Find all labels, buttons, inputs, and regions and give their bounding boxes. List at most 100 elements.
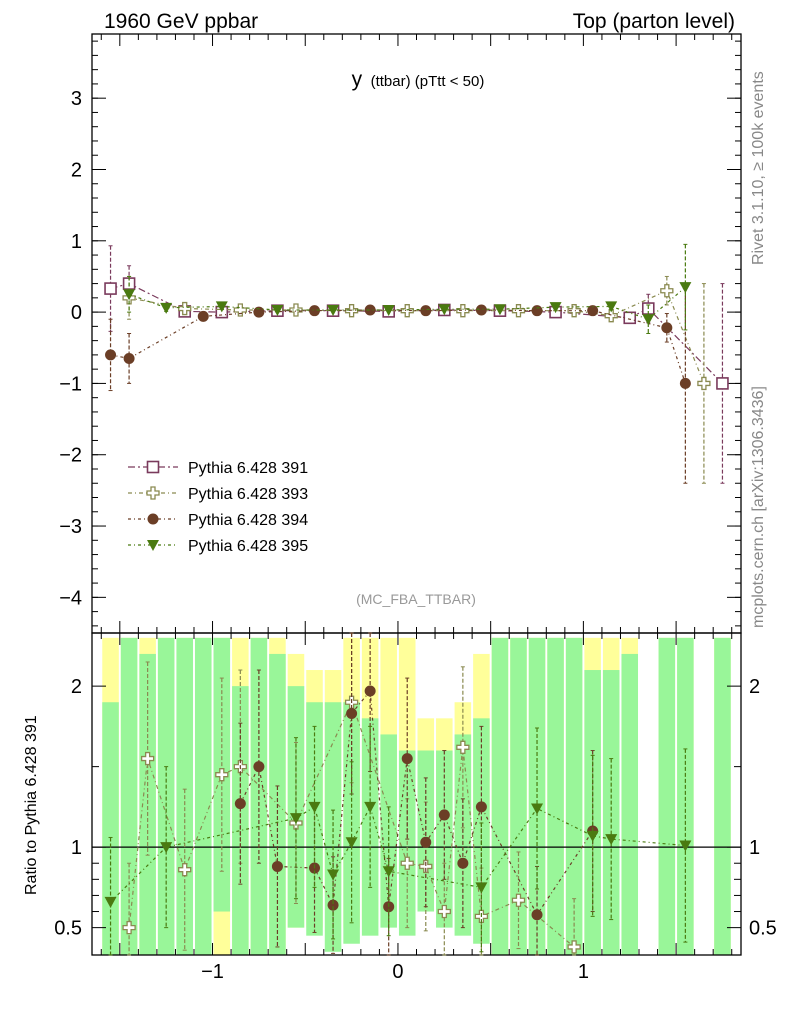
data-point-cross	[437, 904, 451, 919]
data-point-circle	[679, 377, 691, 389]
x-tick-label: −1	[201, 961, 224, 983]
data-point-circle	[346, 708, 358, 719]
data-point-cross	[511, 304, 526, 318]
data-point-cross	[419, 859, 433, 874]
y-tick-label: 0	[71, 302, 82, 324]
data-point-cross	[567, 940, 581, 954]
main-plot-frame: 3 2 1 0 −1 −2 −3 −4	[59, 33, 742, 634]
data-point-square	[104, 282, 117, 295]
data-point-cross	[146, 486, 160, 500]
data-point-triangle	[160, 842, 173, 854]
data-point-circle	[327, 899, 339, 911]
data-point-circle	[364, 685, 376, 697]
data-point-circle	[438, 809, 450, 821]
data-point-cross	[697, 376, 711, 391]
data-point-circle	[531, 305, 543, 317]
y-tick-label-right: 2	[749, 676, 760, 698]
band-green	[565, 637, 583, 955]
data-point-triangle	[642, 314, 655, 326]
legend-label: Pythia 6.428 395	[188, 538, 308, 555]
data-point-cross	[289, 303, 303, 317]
analysis-tag: (MC_FBA_TTBAR)	[356, 591, 476, 607]
data-point-circle	[309, 305, 321, 317]
data-point-triangle	[271, 304, 284, 316]
data-point-circle	[587, 305, 599, 317]
data-point-triangle	[327, 869, 340, 881]
data-point-circle	[105, 349, 117, 361]
band-green	[361, 718, 379, 936]
data-point-cross	[456, 740, 470, 754]
x-tick-label: 0	[392, 961, 403, 983]
band-green	[510, 637, 527, 955]
data-point-triangle	[104, 896, 117, 908]
data-point-triangle	[549, 302, 562, 314]
data-point-circle	[197, 310, 209, 322]
band-green	[139, 653, 156, 955]
data-point-triangle	[364, 801, 377, 813]
data-point-circle	[475, 304, 487, 316]
y-tick-label: −1	[59, 373, 82, 395]
legend-label: Pythia 6.428 393	[188, 486, 308, 503]
data-point-circle	[123, 352, 135, 364]
series-395	[123, 243, 692, 334]
data-point-triangle	[382, 866, 395, 878]
ratio-plot-frame: 0.5 0.5 1 1 2 2 −1 0 1	[54, 632, 777, 983]
data-point-cross	[567, 304, 581, 318]
series-line	[128, 286, 686, 320]
band-green	[194, 637, 212, 955]
data-point-circle	[271, 860, 283, 872]
data-point-triangle	[289, 813, 302, 825]
band-green	[102, 702, 119, 955]
data-point-cross	[511, 893, 526, 907]
data-point-square	[716, 377, 729, 390]
data-point-triangle	[308, 801, 321, 813]
y-tick-label: −2	[59, 445, 82, 467]
data-point-cross	[178, 863, 192, 877]
data-point-circle	[364, 304, 376, 316]
data-point-cross	[140, 751, 155, 766]
data-point-triangle	[605, 301, 618, 313]
series-395	[104, 725, 692, 956]
data-point-circle	[253, 761, 265, 773]
data-point-circle	[661, 322, 673, 334]
y-tick-label: 0.5	[54, 918, 82, 940]
band-green	[157, 637, 175, 955]
data-point-circle	[401, 753, 413, 765]
data-point-square	[623, 311, 637, 325]
data-point-cross	[178, 301, 192, 316]
mcplots-label: mcplots.cern.ch [arXiv:1306.3436]	[750, 386, 767, 628]
data-point-triangle	[215, 301, 228, 313]
data-point-triangle	[605, 834, 618, 846]
band-green	[602, 670, 620, 955]
main-plot-series	[104, 243, 729, 484]
y-tick-label: 2	[71, 676, 82, 698]
band-green	[547, 637, 564, 955]
data-point-cross	[122, 920, 136, 935]
ratio-plot-series	[104, 632, 692, 956]
rivet-label: Rivet 3.1.10, ≥ 100k events	[750, 71, 767, 265]
title-main: y	[352, 68, 363, 91]
data-point-circle	[234, 798, 246, 810]
series-line	[128, 289, 705, 384]
data-point-circle	[475, 801, 487, 813]
data-point-cross	[400, 304, 414, 318]
series-line	[110, 309, 686, 384]
series-393	[122, 275, 711, 484]
legend: Pythia 6.428 391 Pythia 6.428 393 Pythia 6…	[128, 460, 308, 555]
band-green	[324, 702, 342, 952]
data-point-triangle	[531, 803, 544, 815]
data-point-triangle	[493, 304, 506, 316]
title-rest: (ttbar) (pTtt < 50)	[371, 73, 485, 90]
data-point-cross	[233, 303, 247, 317]
main-plot-title: y (ttbar) (pTtt < 50)	[352, 68, 485, 91]
data-point-cross	[456, 304, 470, 318]
y-tick-label-right: 1	[749, 837, 760, 859]
band-green	[417, 750, 435, 912]
data-point-cross	[400, 856, 414, 870]
band-green	[658, 637, 676, 955]
header-right: Top (parton level)	[573, 10, 735, 33]
data-point-circle	[147, 513, 159, 525]
ratio-ylabel: Ratio to Pythia 6.428 391	[23, 715, 40, 895]
x-tick-label: 1	[578, 961, 589, 983]
data-point-triangle	[147, 540, 159, 551]
